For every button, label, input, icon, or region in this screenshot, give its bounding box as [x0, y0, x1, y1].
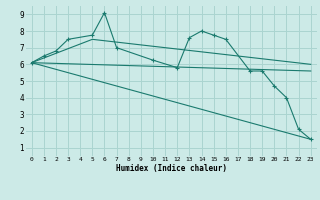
X-axis label: Humidex (Indice chaleur): Humidex (Indice chaleur) — [116, 164, 227, 173]
